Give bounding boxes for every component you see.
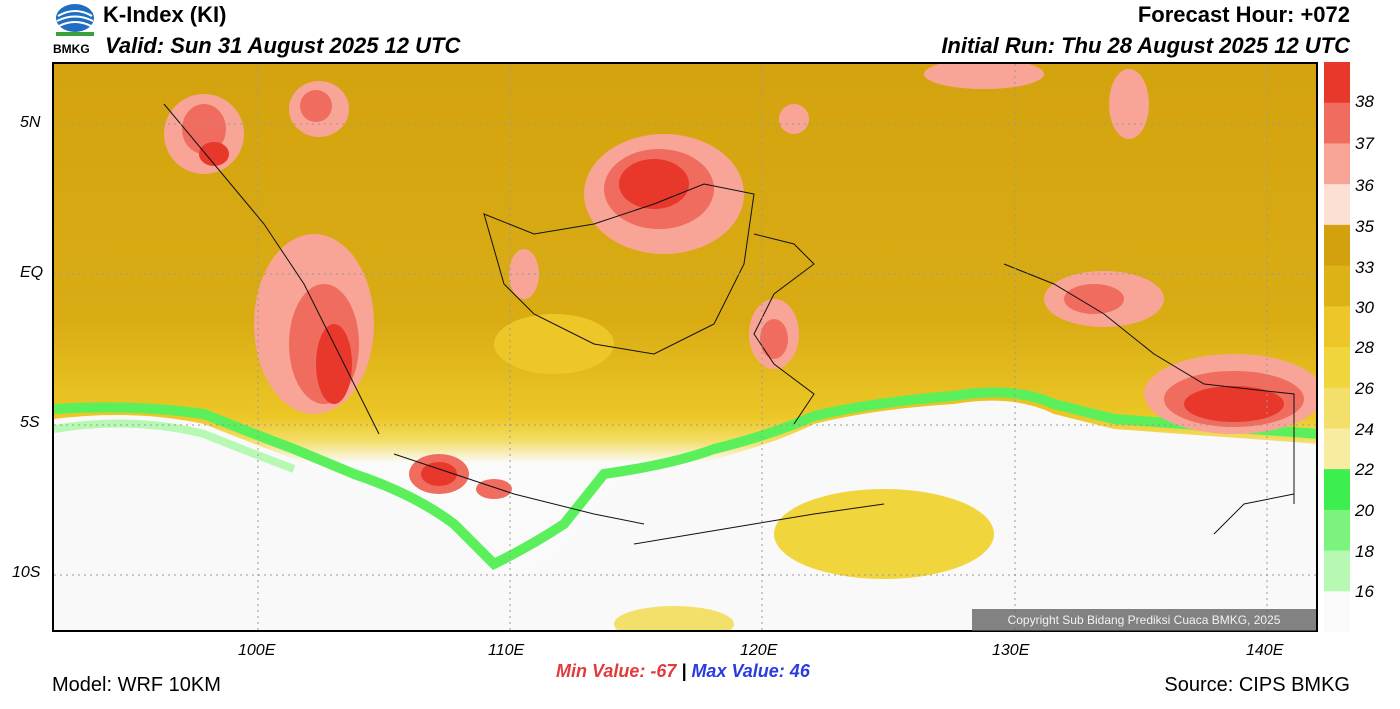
- y-tick-label: EQ: [20, 264, 44, 281]
- colorbar: [1324, 62, 1350, 633]
- ki-yellow-pocket: [614, 606, 734, 630]
- x-tick-label: 110E: [488, 642, 525, 659]
- colorbar-segment: [1324, 143, 1350, 185]
- x-tick-label: 130E: [992, 642, 1030, 659]
- min-max-values: Min Value: -67 | Max Value: 46: [556, 661, 810, 682]
- colorbar-segment: [1324, 550, 1350, 592]
- model-label: Model: WRF 10KM: [52, 674, 221, 696]
- colorbar-segment: [1324, 387, 1350, 429]
- colorbar-segment: [1324, 265, 1350, 307]
- colorbar-segment: [1324, 428, 1350, 470]
- x-tick-label: 140E: [1246, 642, 1284, 659]
- map-canvas: [54, 64, 1316, 630]
- high-ki-cells: [164, 64, 1316, 499]
- valid-time: Valid: Sun 31 August 2025 12 UTC: [105, 33, 461, 58]
- colorbar-label: 36: [1355, 176, 1374, 195]
- bmkg-logo: BMKG: [52, 2, 98, 58]
- low-ki-region: [54, 400, 1316, 630]
- colorbar-label: 33: [1355, 258, 1374, 277]
- colorbar-label: 24: [1355, 420, 1374, 439]
- colorbar-label: 20: [1355, 501, 1374, 520]
- ki-20-contour: [54, 387, 1316, 571]
- map-area: [52, 62, 1318, 632]
- colorbar-label: 26: [1355, 379, 1374, 398]
- graticule: [54, 64, 1316, 630]
- colorbar-label: 35: [1355, 217, 1374, 236]
- x-tick-label: 100E: [238, 642, 276, 659]
- colorbar-label: 38: [1355, 92, 1374, 111]
- x-tick-label: 120E: [740, 642, 778, 659]
- colorbar-label: 16: [1355, 582, 1374, 601]
- colorbar-segment: [1324, 347, 1350, 389]
- colorbar-label: 28: [1355, 338, 1374, 357]
- min-max-separator: |: [681, 661, 687, 681]
- colorbar-segment: [1324, 184, 1350, 226]
- source-label: Source: CIPS BMKG: [1164, 674, 1350, 696]
- colorbar-segment: [1324, 509, 1350, 552]
- colorbar-label: 18: [1355, 542, 1374, 561]
- max-value: Max Value: 46: [691, 661, 810, 681]
- forecast-hour: Forecast Hour: +072: [1137, 2, 1350, 27]
- y-tick-label: 10S: [12, 564, 41, 581]
- coastlines: [163, 103, 1295, 545]
- colorbar-label: 37: [1355, 134, 1374, 153]
- y-tick-label: 5N: [20, 114, 41, 131]
- min-value: Min Value: -67: [556, 661, 677, 681]
- colorbar-segment: [1324, 469, 1350, 511]
- ki-yellow-pocket: [494, 314, 614, 374]
- colorbar-segment: [1324, 224, 1350, 267]
- ki-16-contour: [54, 419, 296, 473]
- initial-run: Initial Run: Thu 28 August 2025 12 UTC: [941, 33, 1350, 58]
- y-tick-label: 5S: [20, 414, 40, 431]
- chart-title: K-Index (KI): [103, 2, 227, 27]
- colorbar-label: 30: [1355, 298, 1374, 317]
- ki-yellow-pocket: [774, 489, 994, 579]
- copyright-notice: Copyright Sub Bidang Prediksi Cuaca BMKG…: [972, 609, 1316, 631]
- colorbar-segment: [1324, 62, 1350, 104]
- colorbar-segment: [1324, 306, 1350, 348]
- colorbar-segment: [1324, 591, 1350, 633]
- colorbar-label: 22: [1355, 460, 1374, 479]
- colorbar-segment: [1324, 102, 1350, 144]
- logo-text: BMKG: [53, 42, 90, 56]
